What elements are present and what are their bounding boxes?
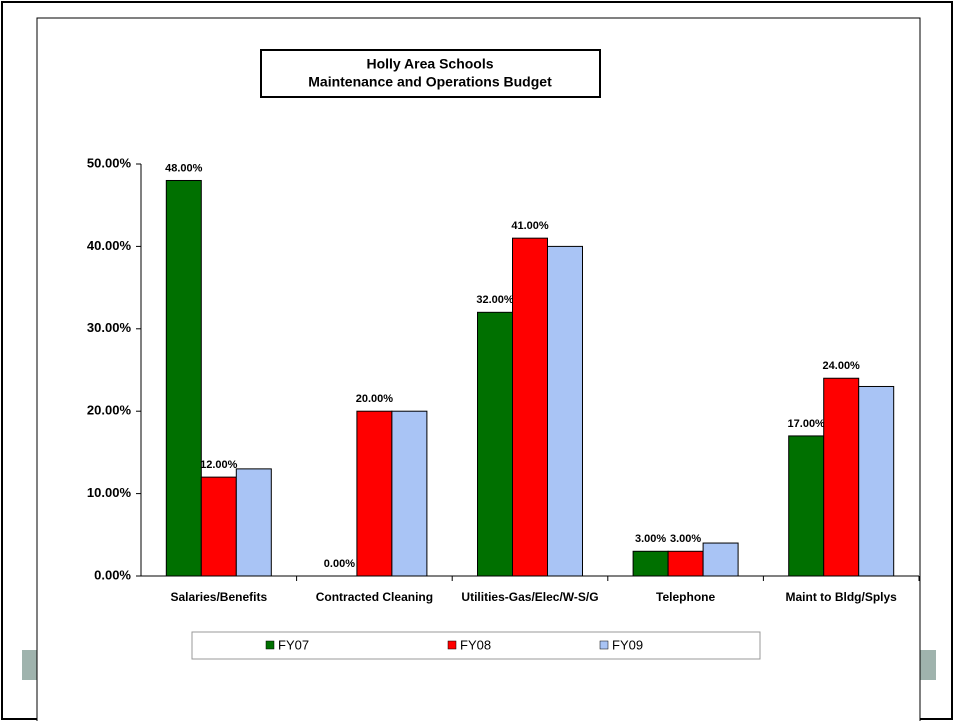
x-tick-label: Maint to Bldg/Splys <box>786 590 898 604</box>
title-box <box>260 49 601 98</box>
bar <box>165 179 202 577</box>
bar <box>547 245 583 577</box>
bar <box>477 311 513 577</box>
y-tick-label: 20.00% <box>87 403 132 418</box>
bar <box>512 237 548 577</box>
value-label: 32.00% <box>476 294 514 306</box>
x-tick-label: Telephone <box>656 590 715 604</box>
value-label: 3.00% <box>635 533 666 545</box>
bar <box>200 476 237 577</box>
slide-band-left <box>22 650 37 680</box>
value-label: 0.00% <box>324 558 355 570</box>
legend-swatch <box>265 640 275 650</box>
value-label: 24.00% <box>823 360 861 372</box>
value-label: 3.00% <box>670 533 701 545</box>
bar <box>391 410 428 577</box>
bar <box>702 542 739 577</box>
value-label: 17.00% <box>788 418 826 430</box>
x-tick-label: Contracted Cleaning <box>316 590 433 604</box>
bar <box>823 377 860 577</box>
y-tick-label: 30.00% <box>87 320 132 335</box>
y-tick-label: 10.00% <box>87 485 132 500</box>
bar <box>235 468 272 577</box>
legend-swatch <box>447 640 457 650</box>
x-tick-label: Utilities-Gas/Elec/W-S/G <box>461 590 598 604</box>
y-tick-label: 50.00% <box>87 155 132 170</box>
legend-label: FY08 <box>460 637 491 652</box>
legend-label: FY07 <box>278 637 309 652</box>
chart-title: Maintenance and Operations Budget <box>308 74 552 90</box>
legend-box <box>191 631 761 660</box>
value-label: 48.00% <box>165 162 203 174</box>
value-label: 20.00% <box>356 393 394 405</box>
value-label: 12.00% <box>200 459 238 471</box>
legend-label: FY09 <box>612 637 643 652</box>
y-tick-label: 40.00% <box>87 238 132 253</box>
slide-band-right <box>920 650 936 680</box>
bar <box>632 550 669 577</box>
bar <box>788 435 825 577</box>
chart-title: Holly Area Schools <box>366 56 493 72</box>
bar <box>356 410 393 577</box>
legend-swatch <box>599 640 609 650</box>
x-tick-label: Salaries/Benefits <box>170 590 267 604</box>
y-tick-label: 0.00% <box>94 567 131 582</box>
bar <box>858 385 895 577</box>
bar <box>667 550 704 577</box>
value-label: 41.00% <box>511 220 549 232</box>
